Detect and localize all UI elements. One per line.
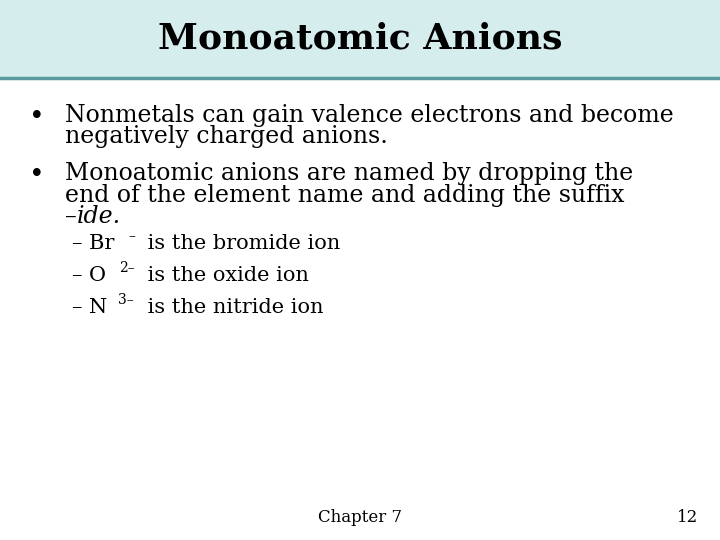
FancyBboxPatch shape: [0, 0, 720, 78]
Text: •: •: [29, 162, 45, 187]
Text: •: •: [29, 104, 45, 129]
Text: Nonmetals can gain valence electrons and become: Nonmetals can gain valence electrons and…: [65, 104, 673, 127]
Text: –: –: [65, 205, 76, 228]
Text: – Br: – Br: [72, 234, 114, 253]
Text: is the nitride ion: is the nitride ion: [141, 298, 323, 316]
Text: – O: – O: [72, 266, 106, 285]
Text: ide.: ide.: [77, 205, 121, 228]
Text: end of the element name and adding the suffix: end of the element name and adding the s…: [65, 184, 624, 207]
Text: – N: – N: [72, 298, 107, 316]
Text: Monoatomic Anions: Monoatomic Anions: [158, 22, 562, 56]
Text: 3–: 3–: [118, 293, 134, 307]
Text: –: –: [128, 230, 135, 244]
Text: 2–: 2–: [120, 261, 135, 275]
Text: 12: 12: [677, 510, 698, 526]
Text: Chapter 7: Chapter 7: [318, 510, 402, 526]
Text: is the oxide ion: is the oxide ion: [141, 266, 309, 285]
Text: Monoatomic anions are named by dropping the: Monoatomic anions are named by dropping …: [65, 162, 633, 185]
Text: is the bromide ion: is the bromide ion: [141, 234, 341, 253]
Text: negatively charged anions.: negatively charged anions.: [65, 125, 387, 148]
